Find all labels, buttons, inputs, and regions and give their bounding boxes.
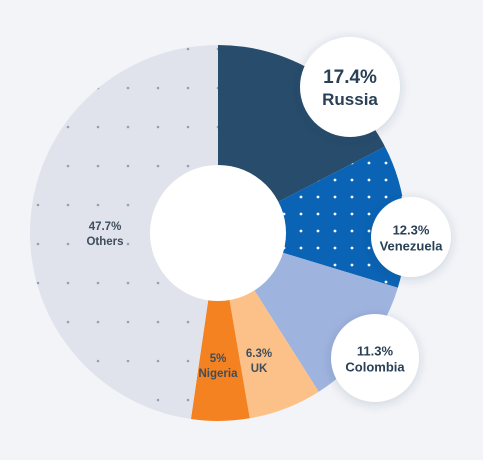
slice-venezuela-dots [218,146,406,288]
value-label-others: 47.7% [89,221,122,233]
category-label-colombia: Colombia [345,360,405,375]
category-label-venezuela: Venezuela [380,239,444,254]
category-label-uk: UK [251,363,268,375]
labels-layer: 17.4% Russia 12.3% Venezuela 11.3% Colombia 6.… [86,37,451,402]
category-label-others: Others [86,236,123,248]
value-label-colombia: 11.3% [357,343,394,358]
category-label-nigeria: Nigeria [199,368,239,380]
slice-others-dots [30,45,219,420]
category-label-russia: Russia [322,90,378,109]
callout-bubble-venezuela [371,197,451,277]
value-label-russia: 17.4% [323,67,377,88]
value-label-venezuela: 12.3% [393,222,430,237]
value-label-uk: 6.3% [246,348,272,360]
donut-hole [150,165,286,301]
callout-bubble-colombia [331,314,419,402]
slice-nigeria [190,233,250,421]
value-label-nigeria: 5% [210,353,227,365]
callout-bubble-russia [300,37,400,137]
